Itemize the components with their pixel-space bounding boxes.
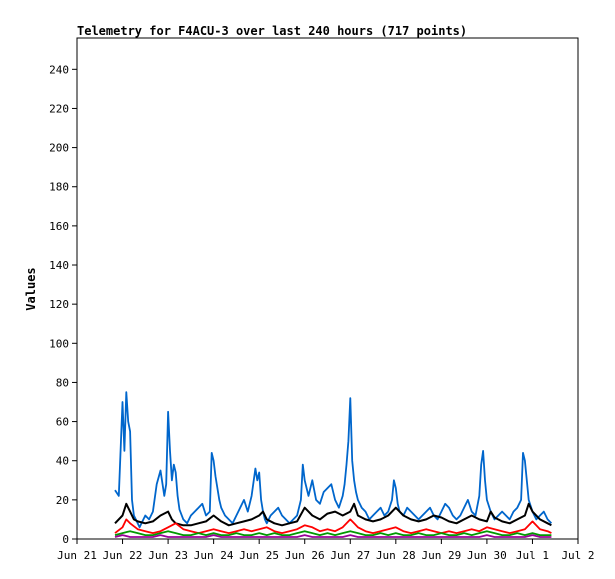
x-tick-label: Jul 2: [561, 549, 594, 562]
y-tick-label: 200: [49, 142, 69, 155]
y-tick-label: 220: [49, 102, 69, 115]
y-axis-ticks: 0 20 40 60 80 100 120 140 160 180 200 220 240: [49, 63, 77, 546]
x-tick-label: Jul 1: [516, 549, 549, 562]
series-line-4: [114, 530, 552, 536]
y-tick-label: 60: [56, 416, 69, 429]
series-line-3: [114, 518, 552, 534]
series-line-5: [114, 534, 552, 538]
y-tick-label: 140: [49, 259, 69, 272]
x-tick-label: Jun 30: [467, 549, 507, 562]
series-layer: [114, 391, 553, 538]
y-axis-label: Values: [24, 267, 38, 310]
x-tick-label: Jun 23: [148, 549, 188, 562]
y-tick-label: 120: [49, 298, 69, 311]
y-tick-label: 40: [56, 455, 69, 468]
x-tick-label: Jun 27: [330, 549, 370, 562]
x-axis-ticks: Jun 21 Jun 22 Jun 23 Jun 24 Jun 25 Jun 26 Jun …: [57, 539, 595, 562]
x-tick-label: Jun 29: [421, 549, 461, 562]
chart-title: Telemetry for F4ACU-3 over last 240 hour…: [77, 24, 467, 38]
series-line-1: [114, 391, 553, 529]
x-tick-label: Jun 24: [194, 549, 234, 562]
y-tick-label: 80: [56, 376, 69, 389]
x-tick-label: Jun 21: [57, 549, 97, 562]
x-tick-label: Jun 26: [285, 549, 325, 562]
y-tick-label: 180: [49, 181, 69, 194]
x-tick-label: Jun 25: [239, 549, 279, 562]
y-tick-label: 0: [62, 533, 69, 546]
x-tick-label: Jun 28: [376, 549, 416, 562]
y-tick-label: 160: [49, 220, 69, 233]
plot-frame: [76, 37, 579, 540]
y-tick-label: 20: [56, 494, 69, 507]
x-tick-label: Jun 22: [103, 549, 143, 562]
y-tick-label: 240: [49, 63, 69, 76]
y-tick-label: 100: [49, 337, 69, 350]
